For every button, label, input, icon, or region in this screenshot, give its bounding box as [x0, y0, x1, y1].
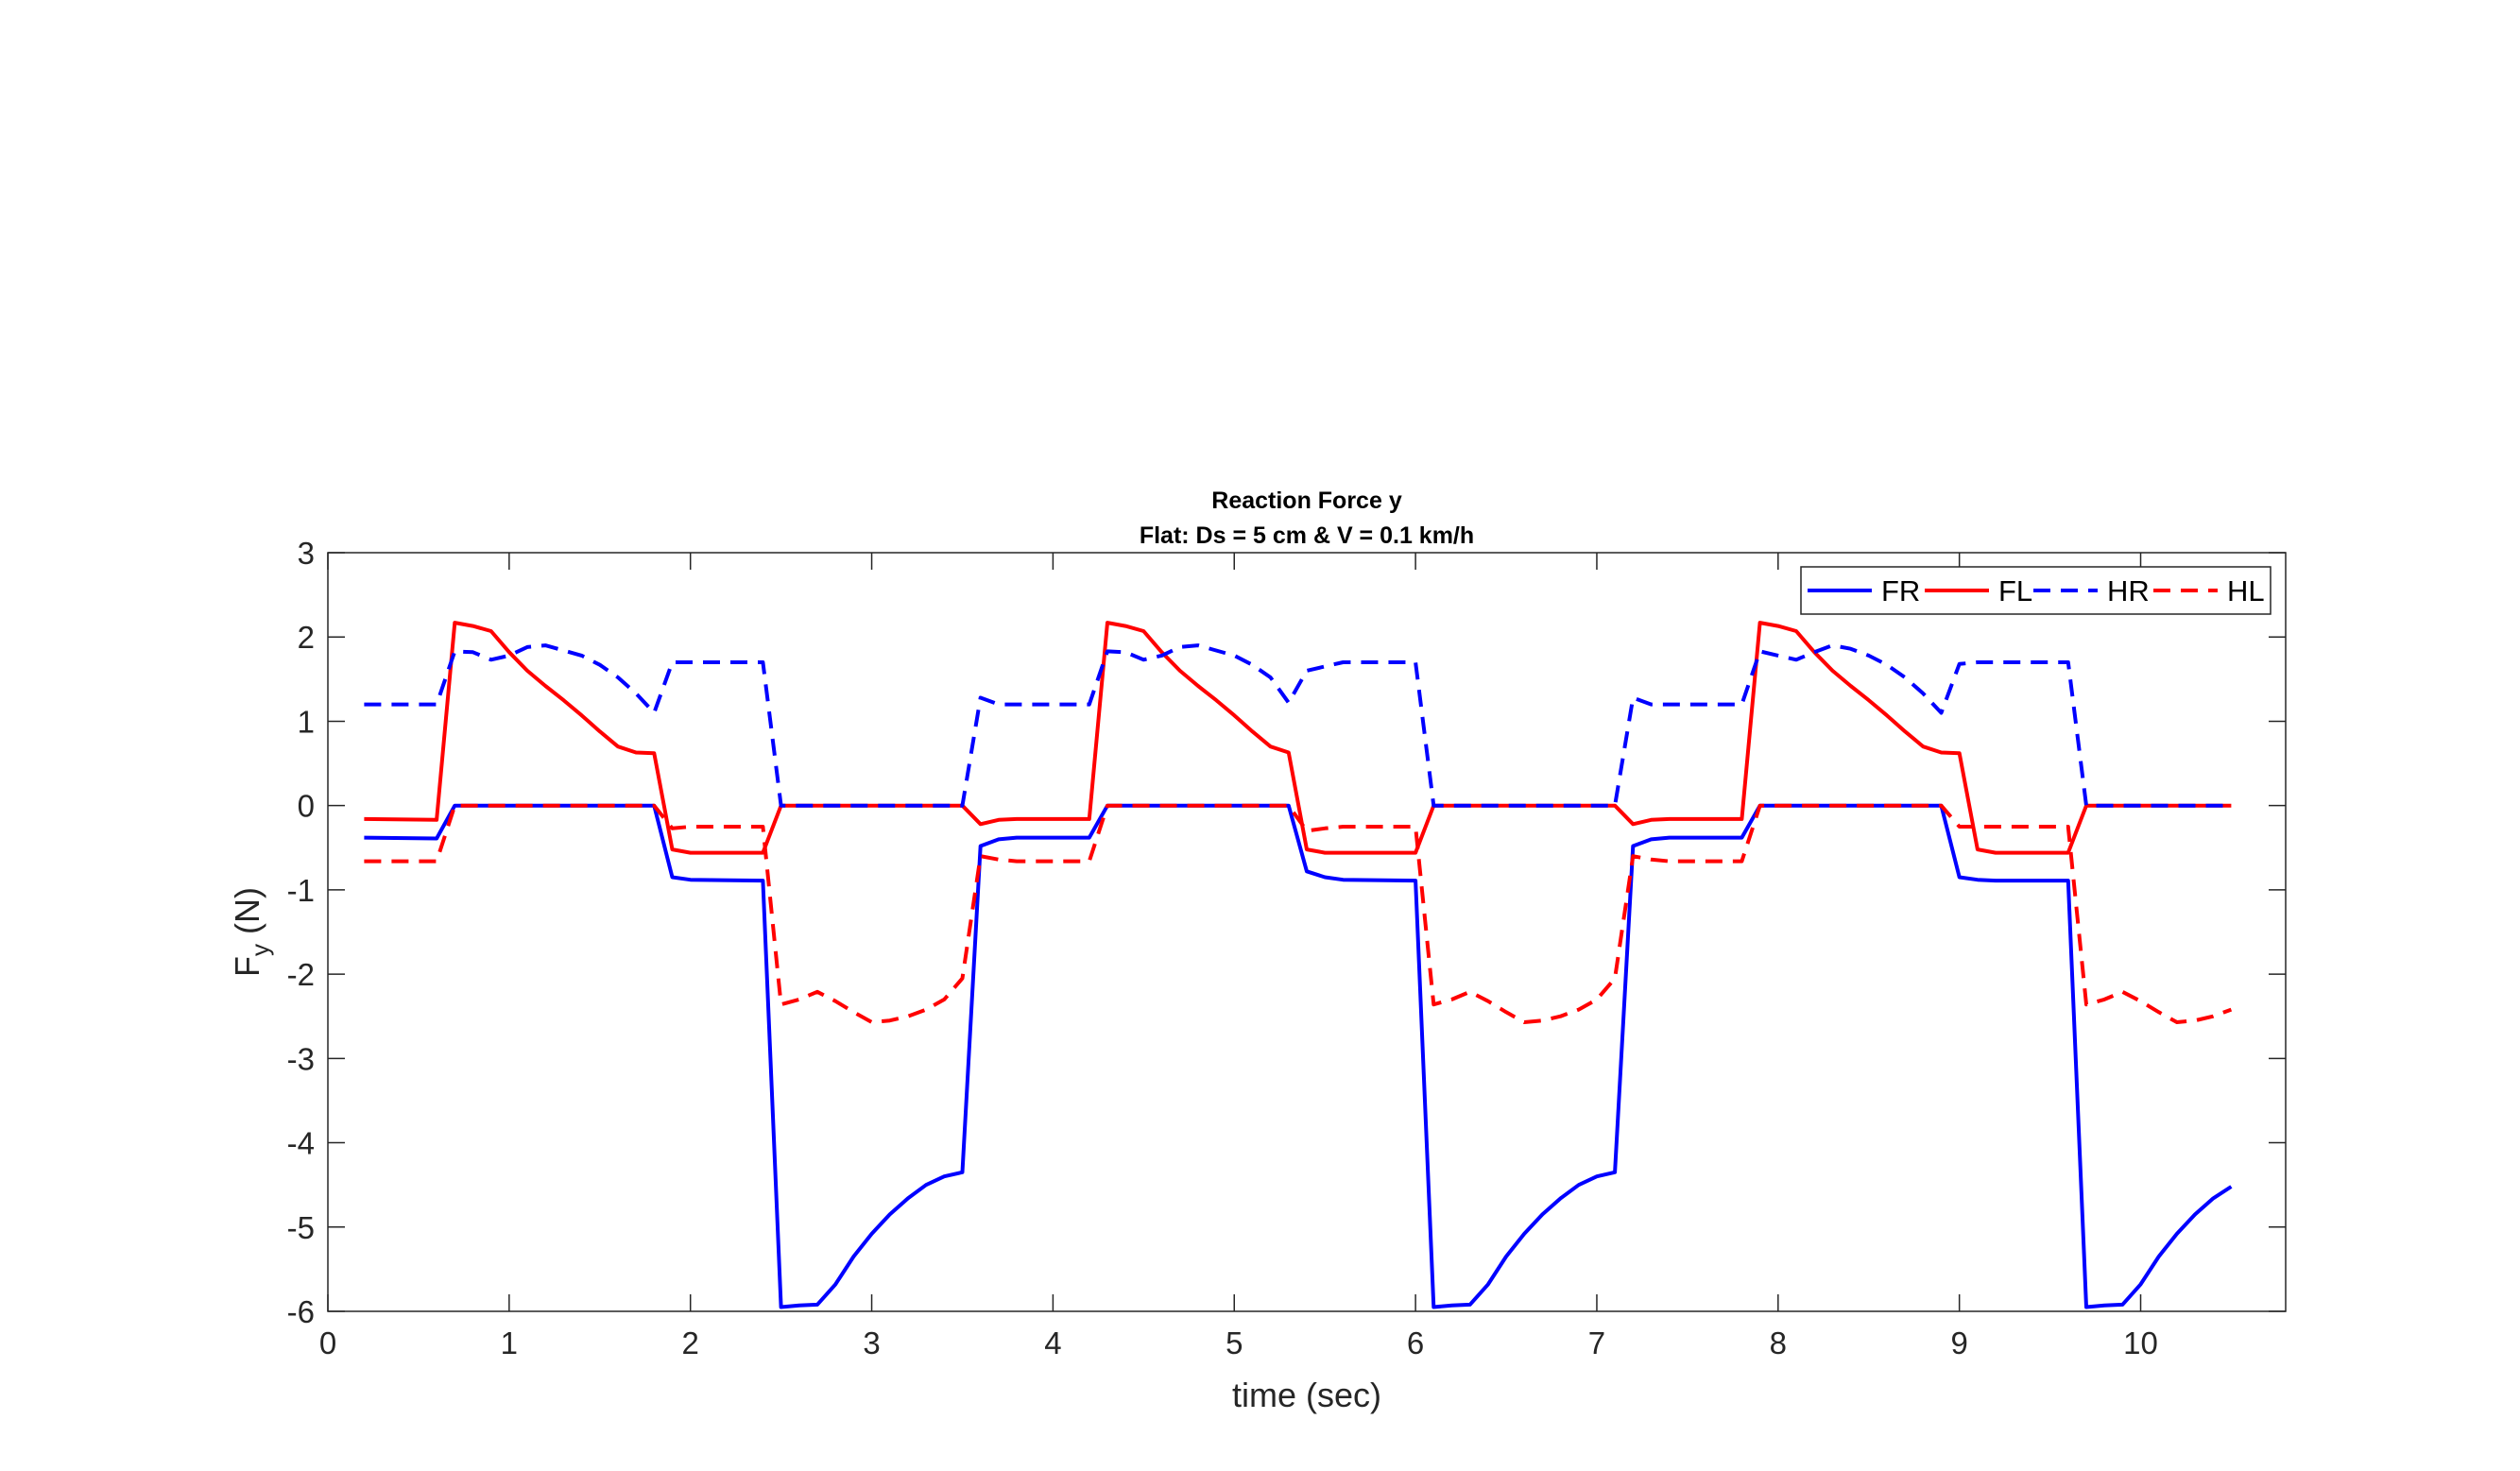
x-tick-label: 10	[2123, 1326, 2158, 1360]
series-layer	[364, 621, 2233, 1309]
chart-title: Reaction Force y	[1211, 487, 1402, 514]
y-tick-label: 1	[298, 704, 315, 739]
x-tick-label: 2	[682, 1326, 699, 1360]
plot-frame	[327, 552, 2287, 1312]
series-line-fl	[364, 621, 2232, 855]
series-line-hr	[364, 643, 2232, 808]
y-tick-label: 2	[298, 620, 315, 655]
chart-subtitle: Flat: Ds = 5 cm & V = 0.1 km/h	[1140, 522, 1474, 549]
series-line-fr	[364, 803, 2233, 1309]
plot-area	[328, 553, 2286, 1311]
y-tick-label: -1	[287, 873, 315, 908]
x-axis-label: time (sec)	[1232, 1376, 1381, 1414]
x-tick-label: 6	[1407, 1326, 1424, 1360]
x-tick-label: 9	[1950, 1326, 1967, 1360]
x-tick-label: 3	[863, 1326, 880, 1360]
legend-label-hl: HL	[2227, 574, 2265, 607]
x-tick-label: 5	[1226, 1326, 1243, 1360]
y-axis-label-subscript: y	[246, 944, 274, 956]
y-tick-label: -3	[287, 1041, 315, 1076]
y-tick-label: -4	[287, 1126, 315, 1161]
x-tick-label: 7	[1588, 1326, 1605, 1360]
legend-label-hr: HR	[2107, 574, 2150, 607]
legend-label-fl: FL	[1998, 574, 2032, 607]
y-axis-label: Fy (N)	[228, 887, 274, 977]
series-line-hl	[364, 803, 2233, 1024]
y-axis-label-unit: (N)	[228, 887, 266, 944]
x-tick-label: 8	[1770, 1326, 1787, 1360]
x-tick-label: 4	[1044, 1326, 1061, 1360]
y-tick-label: 0	[298, 789, 315, 824]
axes-layer	[327, 552, 2287, 1312]
y-tick-label: -2	[287, 957, 315, 992]
legend-label-fr: FR	[1881, 574, 1920, 607]
y-tick-label: -5	[287, 1210, 315, 1245]
x-tick-label: 1	[501, 1326, 518, 1360]
x-tick-label: 0	[319, 1326, 336, 1360]
y-tick-label: -6	[287, 1294, 315, 1329]
y-tick-label: 3	[298, 536, 315, 571]
y-axis-label-main: F	[228, 956, 266, 977]
legend: FR FL HR HL	[1800, 566, 2271, 615]
ticks-layer: 0 1 2 3 4 5 6 7 8 9 10 -6 -5 -4 -3 -2 -1 0 1 2 3	[287, 536, 2286, 1360]
